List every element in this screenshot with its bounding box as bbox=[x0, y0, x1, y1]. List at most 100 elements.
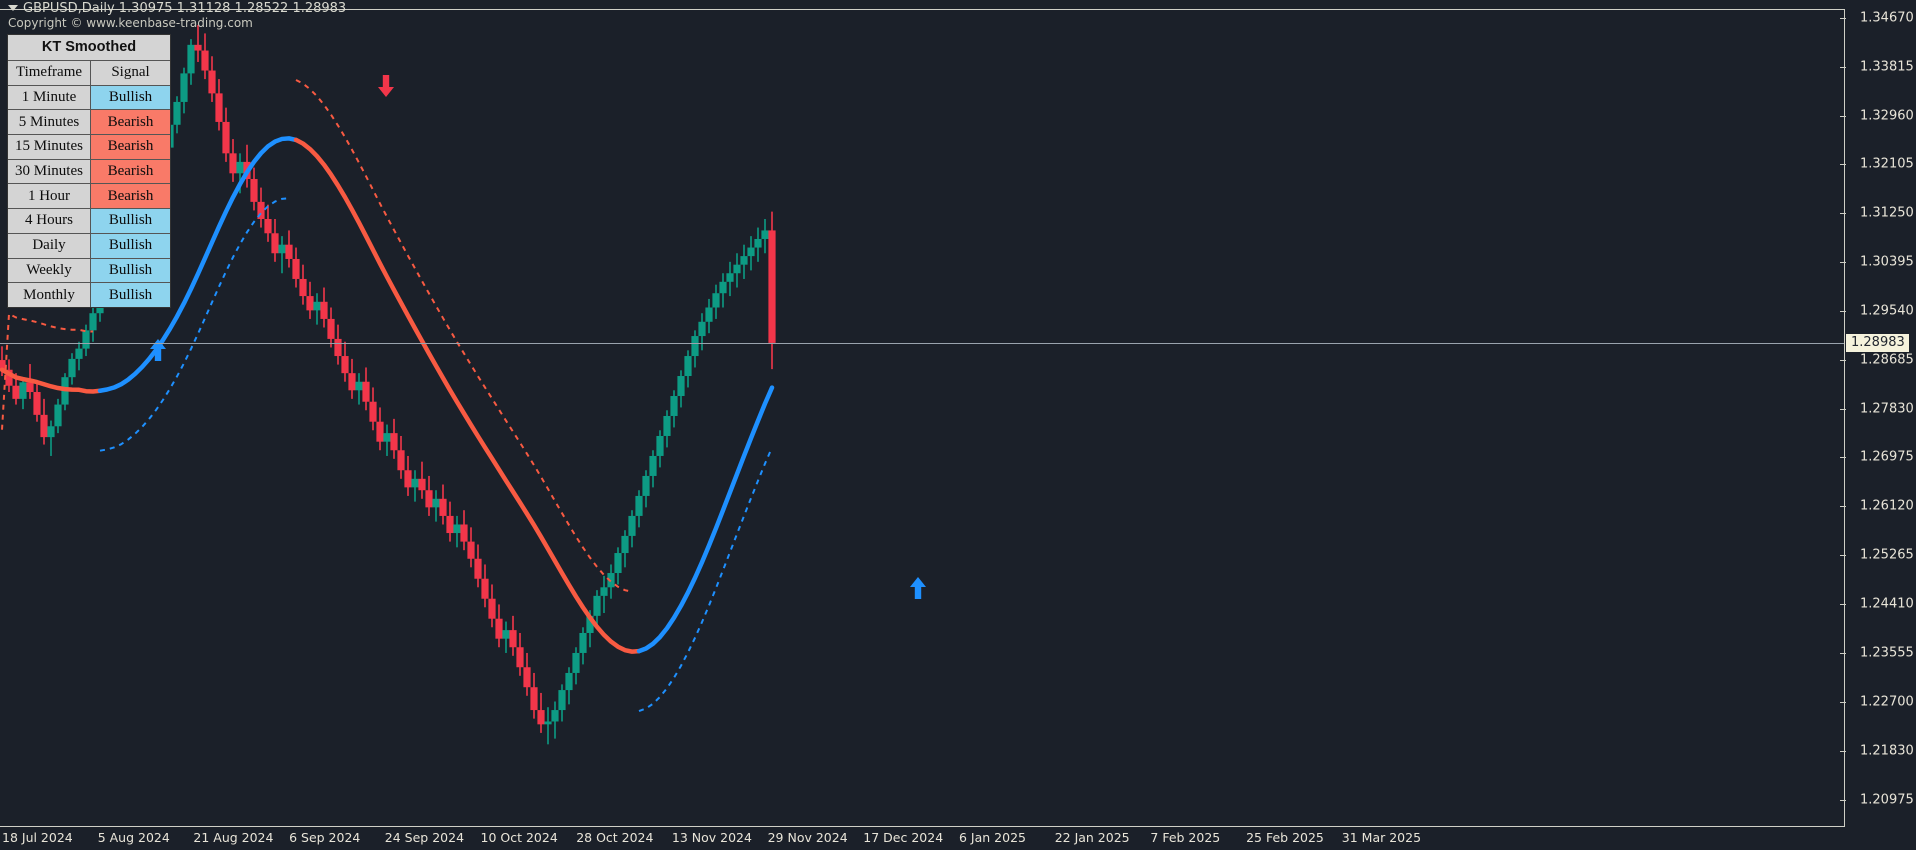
panel-header-row: Timeframe Signal bbox=[8, 61, 170, 86]
price-tick-label: 1.28685 bbox=[1860, 352, 1914, 368]
price-tick-label: 1.32105 bbox=[1860, 156, 1914, 172]
current-price-line bbox=[0, 342, 1845, 344]
price-tick-mark bbox=[1840, 18, 1846, 19]
date-tick-label: 31 Mar 2025 bbox=[1341, 830, 1422, 845]
date-tick-label: 29 Nov 2024 bbox=[767, 830, 848, 845]
chart-plot-area[interactable] bbox=[0, 9, 1845, 834]
signal-badge: Bearish bbox=[91, 159, 170, 184]
plot-border-bottom bbox=[0, 826, 1845, 827]
timeframe-label: 30 Minutes bbox=[8, 159, 91, 184]
price-tick-mark bbox=[1840, 66, 1846, 68]
symbol-info: GBPUSD,Daily 1.30975 1.31128 1.28522 1.2… bbox=[8, 1, 346, 16]
copyright-text: Copyright © www.keenbase-trading.com bbox=[8, 16, 253, 30]
price-tick-mark bbox=[1840, 603, 1846, 605]
price-tick-mark bbox=[1840, 262, 1846, 264]
timeframe-label: Daily bbox=[8, 233, 91, 258]
signal-badge: Bearish bbox=[91, 184, 170, 209]
column-header-timeframe: Timeframe bbox=[8, 61, 91, 85]
timeframe-label: 1 Minute bbox=[8, 85, 91, 110]
date-tick-label: 7 Feb 2025 bbox=[1150, 830, 1221, 845]
price-tick-label: 1.30395 bbox=[1860, 254, 1914, 270]
panel-title: KT Smoothed Gaussian bbox=[8, 35, 170, 80]
date-tick-label: 17 Dec 2024 bbox=[863, 830, 944, 845]
sell-arrow-icon bbox=[378, 75, 394, 97]
price-tick-mark bbox=[1840, 652, 1846, 654]
date-tick-label: 24 Sep 2024 bbox=[384, 830, 465, 845]
timeframe-label: Weekly bbox=[8, 258, 91, 283]
panel-row-monthly: Monthly Bullish bbox=[8, 283, 170, 307]
price-tick-label: 1.26120 bbox=[1860, 498, 1914, 514]
triangle-down-icon[interactable] bbox=[8, 4, 18, 11]
price-tick-label: 1.24410 bbox=[1860, 596, 1914, 612]
date-tick-label: 5 Aug 2024 bbox=[97, 830, 170, 845]
chart-header: GBPUSD,Daily 1.30975 1.31128 1.28522 1.2… bbox=[0, 0, 1916, 30]
price-tick-label: 1.29540 bbox=[1860, 303, 1914, 319]
panel-row-4-hours: 4 Hours Bullish bbox=[8, 209, 170, 234]
panel-row-weekly: Weekly Bullish bbox=[8, 258, 170, 284]
buy-arrow-icon bbox=[150, 339, 166, 361]
signal-badge: Bullish bbox=[91, 233, 170, 258]
buy-arrow-icon bbox=[910, 577, 926, 599]
date-tick-label: 6 Jan 2025 bbox=[959, 830, 1026, 845]
price-tick-mark bbox=[1840, 310, 1846, 312]
price-tick-mark bbox=[1840, 213, 1846, 215]
price-tick-mark bbox=[1840, 457, 1846, 459]
date-tick-label: 21 Aug 2024 bbox=[193, 830, 274, 845]
price-tick-mark bbox=[1840, 555, 1846, 557]
price-tick-label: 1.22700 bbox=[1860, 694, 1914, 709]
price-tick-mark bbox=[1840, 751, 1846, 753]
signal-badge: Bearish bbox=[91, 110, 170, 135]
signal-badge: Bullish bbox=[91, 85, 170, 110]
panel-row-1-minute: 1 Minute Bullish bbox=[8, 85, 170, 111]
plot-border-top bbox=[0, 9, 1845, 10]
signal-badge: Bullish bbox=[91, 258, 170, 283]
column-header-signal: Signal bbox=[91, 61, 170, 85]
signal-badge: Bearish bbox=[91, 135, 170, 159]
symbol-info-text: GBPUSD,Daily 1.30975 1.31128 1.28522 1.2… bbox=[23, 1, 347, 16]
panel-row-5-minutes: 5 Minutes Bearish bbox=[8, 110, 170, 136]
date-tick-label: 22 Jan 2025 bbox=[1054, 830, 1130, 845]
price-tick-label: 1.31250 bbox=[1860, 205, 1914, 221]
panel-row-30-minutes: 30 Minutes Bearish bbox=[8, 159, 170, 185]
signal-badge: Bullish bbox=[91, 283, 170, 307]
date-tick-label: 13 Nov 2024 bbox=[671, 830, 752, 845]
timeframe-label: Monthly bbox=[8, 283, 91, 307]
panel-row-15-minutes: 15 Minutes Bearish bbox=[8, 135, 170, 160]
price-tick-mark bbox=[1840, 701, 1846, 703]
price-tick-mark bbox=[1840, 408, 1846, 410]
price-tick-mark bbox=[1840, 800, 1846, 801]
price-tick-label: 1.33815 bbox=[1860, 59, 1914, 75]
price-tick-label: 1.27830 bbox=[1860, 401, 1914, 417]
date-tick-label: 6 Sep 2024 bbox=[289, 830, 361, 845]
timeframe-label: 4 Hours bbox=[8, 209, 91, 233]
panel-row-1-hour: 1 Hour Bearish bbox=[8, 184, 170, 210]
price-tick-mark bbox=[1840, 506, 1846, 508]
price-tick-label: 1.23555 bbox=[1860, 645, 1914, 661]
price-tick-label: 1.32960 bbox=[1860, 108, 1914, 124]
price-tick-label: 1.21830 bbox=[1860, 743, 1914, 759]
kt-smoothed-gaussian-panel[interactable]: KT Smoothed Gaussian Timeframe Signal 1 … bbox=[7, 34, 171, 308]
price-tick-label: 1.25265 bbox=[1860, 547, 1914, 563]
price-tick-label: 1.20975 bbox=[1860, 792, 1914, 808]
date-tick-label: 18 Jul 2024 bbox=[2, 830, 73, 845]
date-tick-label: 25 Feb 2025 bbox=[1246, 830, 1324, 845]
panel-row-daily: Daily Bullish bbox=[8, 233, 170, 259]
price-tick-mark bbox=[1840, 115, 1846, 117]
date-tick-label: 10 Oct 2024 bbox=[480, 830, 558, 845]
signal-badge: Bullish bbox=[91, 209, 170, 233]
price-tick-label: 1.34670 bbox=[1860, 10, 1914, 26]
panel-rows: 1 Minute Bullish 5 Minutes Bearish 15 Minute… bbox=[8, 85, 170, 307]
plot-border-right bbox=[1844, 9, 1845, 834]
time-axis[interactable]: 18 Jul 2024 5 Aug 2024 21 Aug 2024 6 Sep 20… bbox=[0, 827, 1845, 850]
timeframe-label: 5 Minutes bbox=[8, 110, 91, 135]
price-tick-mark bbox=[1840, 359, 1846, 361]
current-price-tag: 1.28983 bbox=[1846, 333, 1909, 352]
date-tick-label: 28 Oct 2024 bbox=[576, 830, 654, 845]
timeframe-label: 15 Minutes bbox=[8, 135, 91, 159]
candlestick-canvas bbox=[0, 24, 926, 745]
price-axis[interactable]: 1.34670 1.33815 1.32960 1.32105 1.31250 1.303… bbox=[1845, 0, 1916, 850]
price-tick-label: 1.26975 bbox=[1860, 449, 1914, 465]
price-tick-mark bbox=[1840, 164, 1846, 166]
timeframe-label: 1 Hour bbox=[8, 184, 91, 209]
